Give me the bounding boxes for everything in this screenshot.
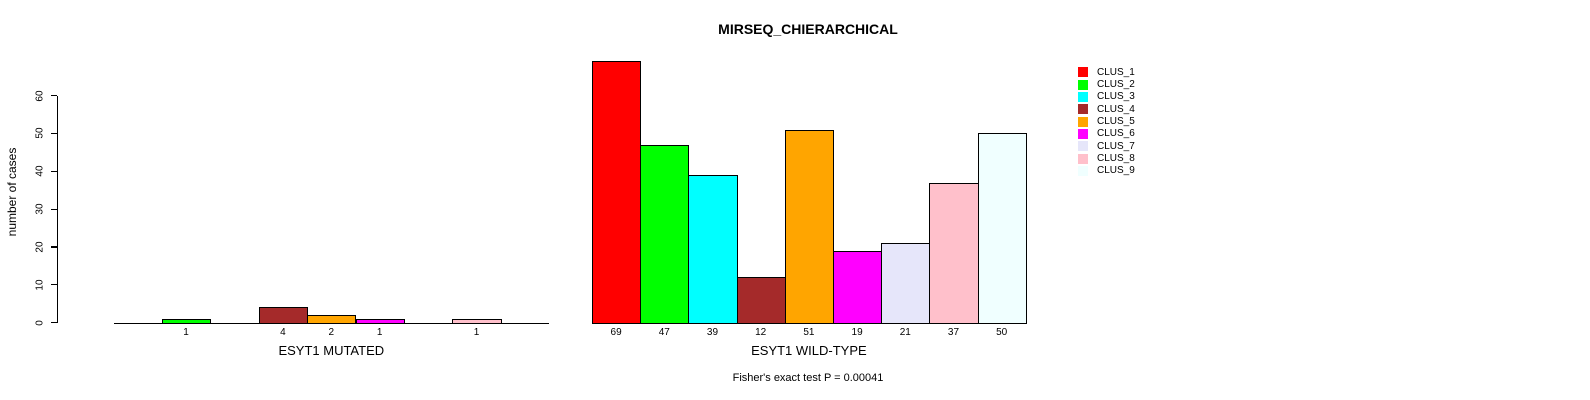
- legend: CLUS_1 CLUS_2 CLUS_3 CLUS_4 CLUS_5 CLUS_6 CLUS…: [1078, 66, 1135, 177]
- legend-entry: CLUS_8: [1078, 152, 1135, 164]
- bar-wild-type-clus-5: [784, 129, 834, 324]
- y-axis-tick-label: 50: [34, 127, 46, 139]
- bar-value-label: 1: [376, 327, 383, 338]
- bar-wild-type-clus-1: [592, 61, 642, 324]
- legend-entry: CLUS_6: [1078, 128, 1135, 140]
- legend-label: CLUS_3: [1097, 91, 1135, 103]
- y-axis-tick: [51, 208, 57, 210]
- x-axis-group-label-wild-type: ESYT1 WILD-TYPE: [751, 343, 867, 358]
- bar-mutated-clus-2: [161, 318, 212, 324]
- y-axis-tick: [51, 284, 57, 286]
- bar-mutated-clus-5: [307, 314, 357, 324]
- legend-swatch: [1078, 165, 1088, 176]
- y-axis-tick-label: 30: [34, 203, 46, 215]
- y-axis-tick-label: 20: [34, 241, 46, 253]
- bar-value-label: 37: [947, 327, 960, 338]
- bar-wild-type-clus-4: [736, 277, 786, 324]
- legend-label: CLUS_6: [1097, 128, 1135, 140]
- legend-label: CLUS_8: [1097, 153, 1135, 165]
- y-axis-tick-label: 40: [34, 165, 46, 177]
- legend-swatch: [1078, 104, 1088, 115]
- y-axis-line: [57, 95, 59, 323]
- bar-mutated-clus-4: [258, 307, 309, 324]
- bar-value-label: 21: [899, 327, 911, 338]
- bar-value-label: 50: [996, 327, 1008, 338]
- y-axis-tick: [51, 246, 57, 248]
- legend-swatch: [1078, 116, 1088, 127]
- y-axis-tick-label: 0: [34, 319, 46, 326]
- legend-label: CLUS_4: [1097, 103, 1135, 115]
- fisher-test-annotation: Fisher's exact test P = 0.00041: [732, 372, 884, 384]
- bar-wild-type-clus-2: [640, 144, 690, 324]
- legend-swatch: [1078, 67, 1088, 78]
- chart-title: MIRSEQ_CHIERARCHICAL: [718, 21, 898, 37]
- legend-label: CLUS_2: [1097, 79, 1135, 91]
- legend-label: CLUS_5: [1097, 116, 1135, 128]
- bar-wild-type-clus-9: [977, 133, 1027, 324]
- bar-wild-type-clus-3: [688, 174, 738, 324]
- legend-entry: CLUS_7: [1078, 140, 1135, 152]
- bar-value-label: 47: [658, 327, 670, 338]
- legend-swatch: [1078, 79, 1088, 90]
- bar-value-label: 19: [851, 327, 863, 338]
- bar-value-label: 1: [473, 327, 480, 338]
- legend-entry: CLUS_5: [1078, 115, 1135, 127]
- legend-label: CLUS_9: [1097, 165, 1135, 177]
- bar-value-label: 69: [610, 327, 622, 338]
- legend-entry: CLUS_3: [1078, 91, 1135, 103]
- bar-value-label: 39: [706, 327, 719, 338]
- y-axis-tick: [51, 170, 57, 172]
- bar-value-label: 2: [328, 327, 335, 338]
- legend-entry: CLUS_1: [1078, 66, 1135, 78]
- bar-value-label: 51: [803, 327, 815, 338]
- bar-mutated-clus-8: [452, 318, 502, 324]
- legend-swatch: [1078, 128, 1088, 139]
- legend-entry: CLUS_2: [1078, 78, 1135, 90]
- legend-swatch: [1078, 91, 1088, 102]
- legend-entry: CLUS_9: [1078, 165, 1135, 177]
- legend-label: CLUS_1: [1097, 66, 1135, 78]
- legend-swatch: [1078, 153, 1088, 164]
- legend-swatch: [1078, 141, 1088, 152]
- legend-entry: CLUS_4: [1078, 103, 1135, 115]
- bar-mutated-clus-6: [355, 318, 405, 324]
- y-axis-tick-label: 10: [34, 279, 46, 291]
- legend-label: CLUS_7: [1097, 140, 1135, 152]
- bar-value-label: 4: [280, 327, 286, 338]
- bar-value-label: 1: [183, 327, 189, 338]
- bar-value-label: 12: [755, 327, 767, 338]
- bar-wild-type-clus-6: [833, 250, 883, 324]
- y-axis-tick: [51, 95, 57, 97]
- bar-wild-type-clus-8: [929, 182, 979, 324]
- y-axis-tick-label: 60: [34, 89, 46, 102]
- x-axis-group-label-mutated: ESYT1 MUTATED: [278, 343, 385, 358]
- bar-wild-type-clus-7: [881, 243, 931, 324]
- y-axis-tick: [51, 322, 57, 324]
- y-axis-tick: [51, 132, 57, 135]
